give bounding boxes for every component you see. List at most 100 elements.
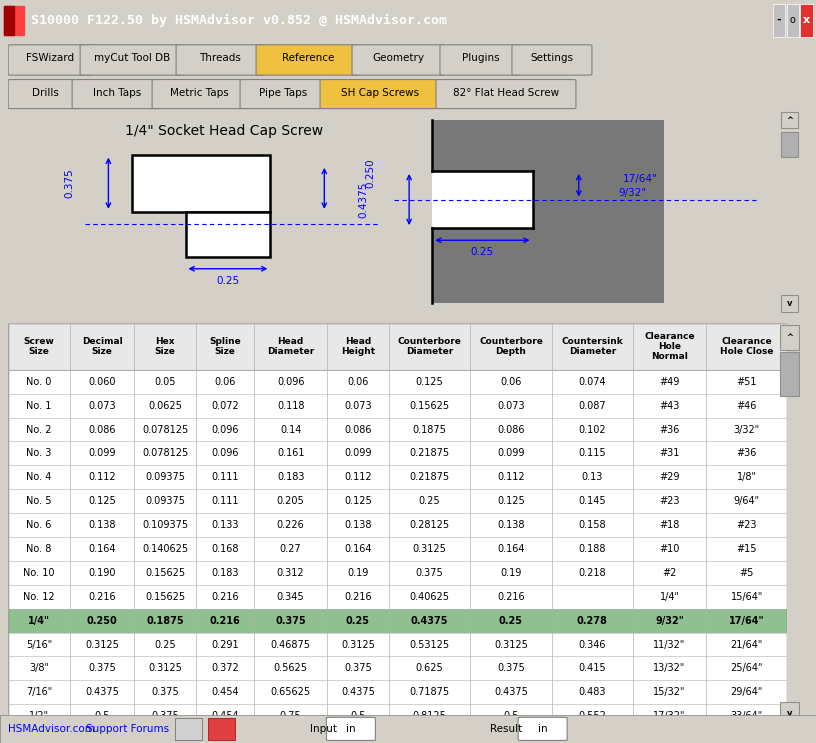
Text: 0.65625: 0.65625 (271, 687, 311, 697)
Text: 0.073: 0.073 (88, 400, 116, 411)
Text: 0.3125: 0.3125 (413, 544, 446, 554)
Text: 0.15625: 0.15625 (145, 568, 185, 578)
Text: 0.375: 0.375 (415, 568, 443, 578)
Text: #2: #2 (663, 568, 676, 578)
Text: Hex
Size: Hex Size (154, 337, 175, 356)
Text: 0.25: 0.25 (499, 616, 523, 626)
Bar (781, 132, 797, 157)
FancyBboxPatch shape (240, 80, 326, 108)
Text: 3/32": 3/32" (734, 424, 760, 435)
Bar (780, 702, 799, 726)
Text: 0.25: 0.25 (216, 276, 239, 286)
Text: 0.19: 0.19 (500, 568, 521, 578)
Text: #46: #46 (737, 400, 757, 411)
Text: in: in (346, 724, 356, 734)
Text: 0.345: 0.345 (277, 591, 304, 602)
Text: 0.06: 0.06 (500, 377, 521, 386)
Bar (131, 155, 270, 212)
Text: 0.086: 0.086 (344, 424, 371, 435)
Text: 0.072: 0.072 (211, 400, 239, 411)
Text: 0.71875: 0.71875 (410, 687, 450, 697)
Text: 0.086: 0.086 (497, 424, 525, 435)
Bar (773, 4, 785, 37)
Text: v: v (787, 710, 792, 718)
Text: 0.216: 0.216 (210, 616, 241, 626)
Text: #43: #43 (659, 400, 680, 411)
Text: 0.09375: 0.09375 (145, 473, 185, 482)
Text: 0.5: 0.5 (95, 711, 109, 721)
Bar (8, 465, 787, 489)
Text: 0.13: 0.13 (582, 473, 603, 482)
Text: #36: #36 (737, 448, 757, 458)
Text: 0.291: 0.291 (211, 640, 239, 649)
Text: 0.250: 0.250 (366, 158, 375, 188)
Text: Plugins: Plugins (462, 53, 499, 63)
Bar (8, 418, 787, 441)
Text: 7/16": 7/16" (26, 687, 52, 697)
Text: 0.15625: 0.15625 (410, 400, 450, 411)
Text: No. 3: No. 3 (26, 448, 51, 458)
Text: 82° Flat Head Screw: 82° Flat Head Screw (453, 88, 559, 97)
Text: Result: Result (490, 724, 522, 734)
Text: No. 2: No. 2 (26, 424, 51, 435)
Text: 0.099: 0.099 (497, 448, 525, 458)
Text: 0.158: 0.158 (579, 520, 606, 530)
Text: 0.375: 0.375 (275, 616, 306, 626)
Text: 0.111: 0.111 (211, 473, 239, 482)
Text: Settings: Settings (530, 53, 574, 63)
Text: Pipe Taps: Pipe Taps (259, 88, 308, 97)
Text: Head
Diameter: Head Diameter (267, 337, 314, 356)
Text: Input: Input (310, 724, 337, 734)
Bar (185, 212, 270, 256)
Text: SH Cap Screws: SH Cap Screws (341, 88, 419, 97)
Text: 0.125: 0.125 (415, 377, 443, 386)
Text: 0.087: 0.087 (579, 400, 606, 411)
FancyBboxPatch shape (320, 80, 440, 108)
Text: 0.074: 0.074 (579, 377, 606, 386)
Text: 0.312: 0.312 (277, 568, 304, 578)
Text: 0.0625: 0.0625 (149, 400, 182, 411)
Text: No. 0: No. 0 (26, 377, 51, 386)
Text: 0.8125: 0.8125 (413, 711, 446, 721)
FancyBboxPatch shape (8, 80, 82, 108)
Text: Clearance
Hole Close: Clearance Hole Close (720, 337, 774, 356)
Text: No. 5: No. 5 (26, 496, 51, 506)
Text: 0.216: 0.216 (88, 591, 116, 602)
Text: 29/64": 29/64" (730, 687, 763, 697)
Text: Drills: Drills (32, 88, 59, 97)
Text: 11/32": 11/32" (654, 640, 685, 649)
Text: 0.09375: 0.09375 (145, 496, 185, 506)
Text: 0.133: 0.133 (211, 520, 239, 530)
Text: 0.19: 0.19 (348, 568, 369, 578)
Bar (8, 632, 787, 657)
Text: 0.25: 0.25 (346, 616, 370, 626)
Text: Countersink
Diameter: Countersink Diameter (561, 337, 623, 356)
Text: 3/8": 3/8" (29, 663, 49, 673)
Text: o: o (790, 15, 796, 25)
Bar (8, 394, 787, 418)
Bar (781, 295, 797, 311)
Text: 0.14: 0.14 (280, 424, 301, 435)
Text: 0.4375: 0.4375 (494, 687, 528, 697)
Text: 0.216: 0.216 (497, 591, 525, 602)
Text: 0.375: 0.375 (497, 663, 525, 673)
Text: 0.375: 0.375 (151, 711, 179, 721)
Text: 0.164: 0.164 (88, 544, 116, 554)
Text: 0.112: 0.112 (344, 473, 372, 482)
Bar (800, 4, 813, 37)
Text: 0.078125: 0.078125 (142, 448, 188, 458)
Bar (4, 6, 24, 36)
Text: 17/64": 17/64" (623, 174, 658, 184)
Text: in: in (538, 724, 548, 734)
Text: 0.552: 0.552 (579, 711, 606, 721)
Text: Support Forums: Support Forums (86, 724, 169, 734)
Text: 0.164: 0.164 (344, 544, 371, 554)
Text: 0.125: 0.125 (88, 496, 116, 506)
Text: Threads: Threads (199, 53, 241, 63)
Text: 0.073: 0.073 (497, 400, 525, 411)
Text: 0.375: 0.375 (344, 663, 372, 673)
Text: 0.28125: 0.28125 (410, 520, 450, 530)
Text: FSWizard: FSWizard (26, 53, 74, 63)
Bar (8, 681, 787, 704)
Text: 9/32": 9/32" (655, 616, 684, 626)
